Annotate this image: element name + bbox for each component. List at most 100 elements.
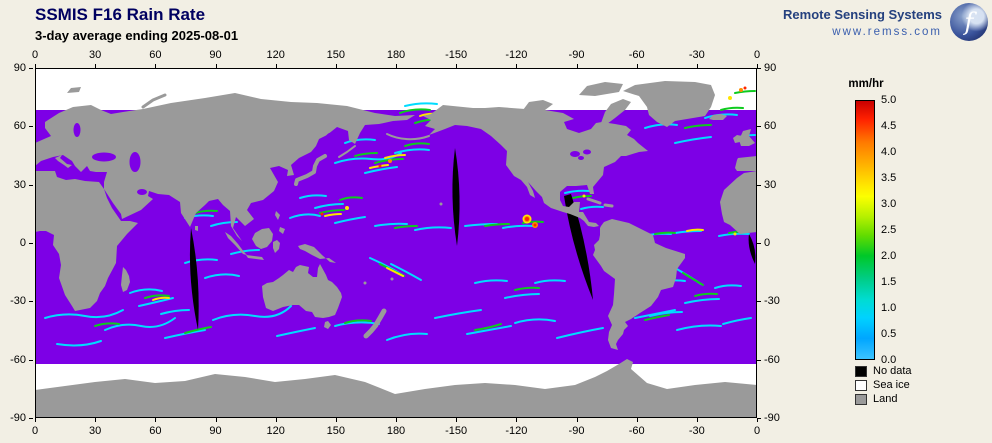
header: SSMIS F16 Rain Rate 3-day average ending… [35, 5, 238, 43]
lat-tick-label: -90 [764, 412, 780, 424]
brand-text: Remote Sensing Systems www.remss.com [783, 7, 942, 38]
rain-moderate-layer [94, 90, 756, 334]
lon-tick-label: 150 [326, 425, 346, 437]
tick-mark [155, 418, 157, 422]
lon-tick-label: 150 [326, 49, 346, 61]
tick-mark [275, 418, 277, 422]
tick-mark [29, 359, 33, 361]
lat-tick-label: 90 [764, 62, 777, 74]
legend-swatch [855, 365, 867, 377]
tick-mark [456, 418, 458, 422]
colorbar-tick-label: 3.0 [881, 198, 897, 210]
no-data-swaths [189, 148, 756, 330]
brand: Remote Sensing Systems www.remss.com f [783, 3, 988, 41]
lon-tick-label: -60 [628, 425, 645, 437]
tick-mark [757, 68, 761, 69]
page-title: SSMIS F16 Rain Rate [35, 5, 206, 24]
lon-tick-label: 0 [753, 49, 761, 61]
colorbar-tick-label: 0.5 [881, 328, 897, 340]
lat-tick-label: 30 [764, 178, 777, 191]
colorbar-gradient [855, 100, 875, 360]
tick-mark [215, 64, 217, 68]
brand-url-link[interactable]: www.remss.com [832, 26, 942, 38]
lon-tick-label: 0 [31, 49, 39, 61]
tick-mark [757, 418, 758, 422]
tick-mark [35, 418, 36, 422]
lon-tick-label: -30 [688, 425, 705, 437]
page-subtitle: 3-day average ending 2025-08-01 [35, 28, 239, 43]
lon-tick-label: -30 [688, 49, 705, 61]
tick-mark [29, 418, 33, 419]
tick-mark [757, 243, 761, 244]
x-axis-bottom: 0 30 60 90 120 150 180 -150 -120 -90 -60 -30 0 [32, 418, 761, 438]
legend-swatch [855, 393, 867, 405]
lon-tick-label: 120 [266, 425, 285, 437]
tick-mark [155, 64, 157, 68]
colorbar-tick-label: 4.5 [881, 120, 897, 132]
lon-tick-label: 180 [386, 425, 406, 437]
lat-tick-label: 0 [764, 237, 771, 249]
lon-tick-label: -150 [445, 425, 468, 437]
tick-mark [757, 418, 761, 419]
colorbar-tick-label: 3.5 [881, 172, 897, 184]
tick-mark [275, 64, 277, 68]
inland-seas-layer [73, 123, 591, 195]
tick-mark [757, 301, 761, 303]
lon-tick-label: 60 [149, 425, 162, 437]
colorbar-tick-label: 5.0 [881, 94, 897, 106]
lat-tick-label: 90 [13, 62, 26, 74]
lon-tick-label: 120 [266, 49, 285, 61]
tick-mark [29, 301, 33, 303]
tick-mark [516, 418, 518, 422]
colorbar-tick-label: 1.0 [881, 302, 897, 314]
tick-mark [29, 68, 33, 69]
map-frame [35, 68, 757, 418]
land-layer [35, 81, 757, 418]
rain-extreme-cells [320, 86, 747, 227]
y-axis-right: 90 60 30 0 -30 -60 -90 [757, 62, 793, 424]
tick-mark [576, 418, 578, 422]
legend-label: No data [873, 365, 912, 377]
lon-tick-label: -120 [505, 425, 528, 437]
lon-tick-label: 180 [386, 49, 406, 61]
tick-mark [757, 359, 761, 361]
lon-tick-label: 90 [209, 49, 222, 61]
legend-label: Sea ice [873, 379, 910, 391]
tick-mark [335, 64, 337, 68]
tick-mark [757, 126, 761, 128]
tick-mark [396, 64, 397, 68]
lon-tick-label: -150 [445, 49, 468, 61]
rain-heavy-cells [181, 96, 737, 236]
tick-mark [29, 184, 33, 186]
y-axis-left: 90 60 30 0 -30 -60 -90 [0, 62, 33, 424]
lat-tick-label: -60 [10, 353, 26, 366]
tick-mark [636, 64, 638, 68]
colorbar-tick-label: 0.0 [881, 354, 897, 366]
legend-swatch [855, 379, 867, 391]
map-legend: No data Sea ice Land [855, 365, 912, 407]
brand-name: Remote Sensing Systems [783, 7, 942, 22]
tick-mark [396, 418, 397, 422]
lat-tick-label: -60 [764, 353, 780, 366]
tick-mark [29, 243, 33, 244]
lat-tick-label: 30 [13, 178, 26, 191]
tick-mark [516, 64, 518, 68]
lat-tick-label: -30 [764, 295, 780, 308]
lon-tick-label: -90 [568, 425, 585, 437]
x-axis-top: 0 30 60 90 120 150 180 -150 -120 -90 -60 -30 0 [31, 49, 761, 68]
lon-tick-label: 90 [209, 425, 222, 437]
colorbar-tick-label: 1.5 [881, 276, 897, 288]
lat-tick-label: -30 [10, 295, 26, 308]
tick-mark [576, 64, 578, 68]
colorbar-tick-label: 4.0 [881, 146, 897, 158]
lon-tick-label: 60 [149, 49, 162, 61]
world-map [35, 68, 757, 418]
tick-mark [456, 64, 458, 68]
colorbar-tick-label: 2.0 [881, 250, 897, 262]
tick-mark [757, 64, 758, 68]
tick-mark [757, 184, 761, 186]
colorbar-unit-label: mm/hr [848, 78, 884, 90]
tick-mark [335, 418, 337, 422]
lon-tick-label: 0 [753, 425, 761, 437]
